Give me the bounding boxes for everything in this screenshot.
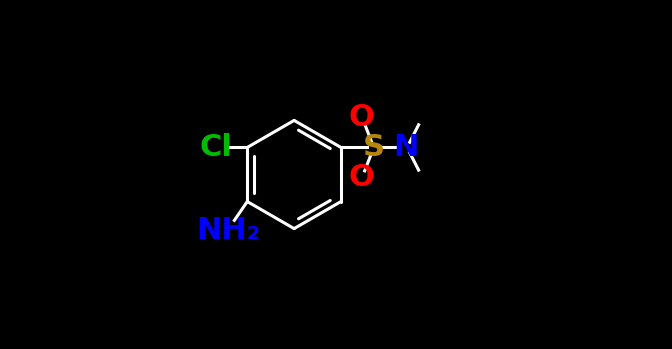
Text: NH₂: NH₂: [196, 216, 260, 245]
Text: O: O: [349, 103, 375, 132]
Text: S: S: [363, 133, 385, 162]
Text: N: N: [393, 133, 418, 162]
Text: O: O: [349, 163, 375, 192]
Text: Cl: Cl: [200, 133, 233, 162]
